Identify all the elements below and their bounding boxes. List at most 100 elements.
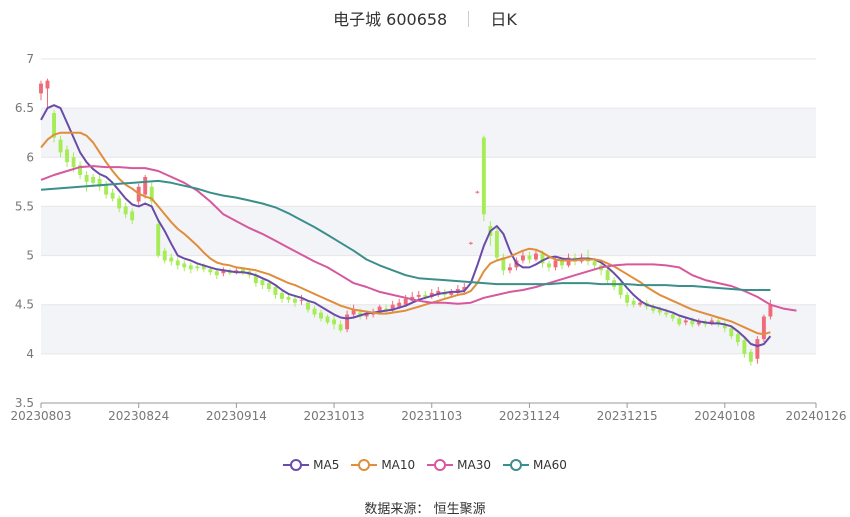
candle-body [722,324,727,329]
candle-body [58,139,63,153]
y-tick-label: 7 [26,52,34,66]
candle-body [156,224,161,256]
candle-body [683,320,688,323]
legend-marker-icon [351,459,378,471]
ma-line-ma10 [40,131,771,336]
candle-body [117,198,122,209]
source-label: 数据来源： [364,502,430,517]
candle-body [696,322,701,325]
stock-name: 电子城 600658 [333,10,448,29]
candle-body [527,255,532,260]
candle-body [182,263,187,268]
candle-body [449,292,454,295]
y-tick-label: 6 [26,150,34,164]
candle-body [592,261,597,266]
legend-marker-icon [283,459,310,471]
candle-body [123,206,128,215]
candle-body [299,299,304,301]
candle-body [677,318,682,325]
legend-item-ma5[interactable]: MA5 [283,458,339,472]
candle-body [162,250,167,261]
candle-body [253,275,258,284]
legend: MA5 MA10 MA30 MA60 [0,458,850,475]
candle-body [84,174,89,182]
candle-body [390,304,395,311]
candle-body [618,285,623,295]
candle-body [319,312,323,319]
candle-body [45,80,50,89]
data-source: 数据来源： 恒生聚源 [0,498,850,517]
candle-body [520,255,525,261]
chart-title: 电子城 600658 日K [0,6,850,30]
candle-body [130,211,135,221]
candle-body [104,184,109,195]
ma-line-ma30 [40,165,797,312]
candle-body [175,260,180,266]
candle-body [748,351,753,362]
title-separator [468,11,470,27]
candle-body [338,324,343,331]
candle-body [631,300,636,305]
candle-body [494,231,499,258]
candle-body [143,176,148,195]
candle-body [286,296,291,300]
candle-body [214,271,219,276]
candle-body [345,314,350,330]
grid-band [41,304,816,354]
candle-body [560,260,564,266]
candle-body [625,294,630,303]
candle-body [768,304,773,317]
legend-label: MA10 [381,458,416,472]
candle-body [364,314,369,317]
candle-body [761,316,766,340]
candle-body [149,186,154,202]
candle-body [39,83,43,94]
y-tick-label: 5.5 [15,199,34,213]
candle-body [306,302,310,310]
candle-body [540,253,545,264]
y-tick-label: 5 [26,249,34,263]
legend-item-ma10[interactable]: MA10 [351,458,415,472]
legend-item-ma60[interactable]: MA60 [503,458,567,472]
y-tick-label: 4 [26,347,34,361]
candle-body [651,306,656,311]
y-tick-label: 3.5 [15,396,34,410]
candle-body [742,340,747,354]
x-tick-label: 20230803 [10,409,71,423]
candle-body [169,257,174,262]
candle-body [468,242,473,244]
candle-body [605,270,610,281]
candle-body [201,265,206,270]
candle-body [208,269,213,273]
legend-item-ma30[interactable]: MA30 [427,458,491,472]
candle-body [65,149,70,163]
legend-marker-icon [427,459,454,471]
candle-body [280,292,284,299]
candle-body [735,334,740,343]
candle-body [293,298,297,303]
candle-body [547,263,551,268]
candle-body [690,320,695,325]
x-tick-label: 20240126 [785,409,846,423]
x-tick-label: 20231013 [304,409,365,423]
candle-body [657,309,662,313]
candle-body [664,312,669,315]
legend-label: MA5 [313,458,340,472]
legend-label: MA30 [457,458,492,472]
candle-body [266,283,271,289]
candle-body [52,113,56,138]
candle-body [351,309,356,315]
candle-body [553,260,558,268]
candle-body [325,316,330,323]
candle-body [475,191,480,193]
candle-body [221,270,226,274]
candle-body [110,192,115,199]
y-tick-label: 4.5 [15,298,34,312]
candle-body [260,280,265,286]
candle-body [195,266,200,269]
candle-body [273,287,278,295]
x-tick-label: 20231124 [499,409,560,423]
candle-body [670,314,675,319]
ma-line-ma5 [40,104,772,347]
